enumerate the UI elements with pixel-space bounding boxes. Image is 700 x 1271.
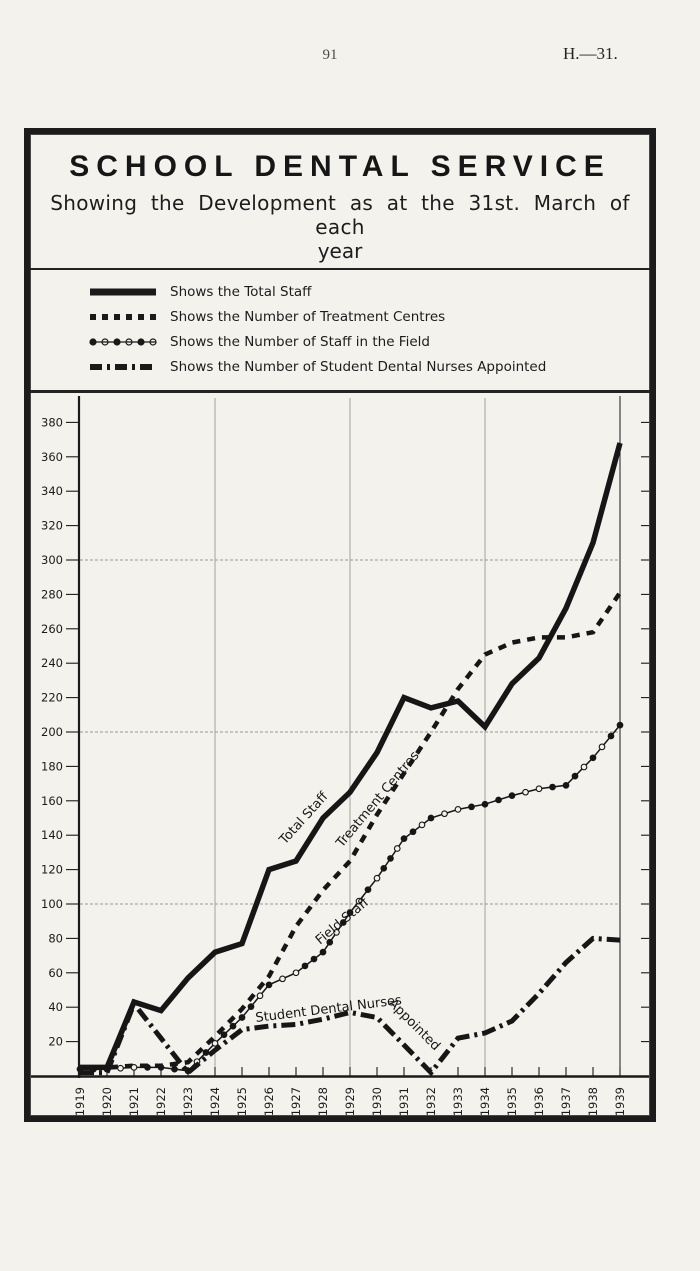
circle-line-icon (89, 338, 157, 346)
square-dash-line-icon (90, 314, 156, 320)
legend-item-total-staff: Shows the Total Staff (88, 284, 650, 300)
legend: Shows the Total Staff Shows the Number o… (30, 272, 650, 393)
figure-frame: SCHOOL DENTAL SERVICE Showing the Develo… (24, 128, 656, 1122)
document-reference: H.—31. (563, 44, 618, 63)
legend-item-student-nurses: Shows the Number of Student Dental Nurse… (88, 359, 650, 375)
title-block: SCHOOL DENTAL SERVICE Showing the Develo… (30, 134, 650, 270)
dash-dot-line-icon (90, 364, 156, 370)
solid-line-icon (90, 288, 156, 296)
legend-item-treatment-centres: Shows the Number of Treatment Centres (88, 309, 650, 325)
legend-label: Shows the Number of Student Dental Nurse… (170, 359, 547, 375)
legend-label: Shows the Number of Treatment Centres (170, 309, 446, 325)
page-number: 91 (322, 47, 338, 63)
legend-label: Shows the Number of Staff in the Field (170, 334, 430, 350)
figure-subtitle-line2: year (317, 239, 363, 263)
legend-item-field-staff: Shows the Number of Staff in the Field (88, 334, 650, 350)
figure-title: SCHOOL DENTAL SERVICE (69, 150, 611, 183)
legend-label: Shows the Total Staff (170, 284, 312, 300)
figure-subtitle-line1: Showing the Development as at the 31st. … (50, 191, 630, 239)
